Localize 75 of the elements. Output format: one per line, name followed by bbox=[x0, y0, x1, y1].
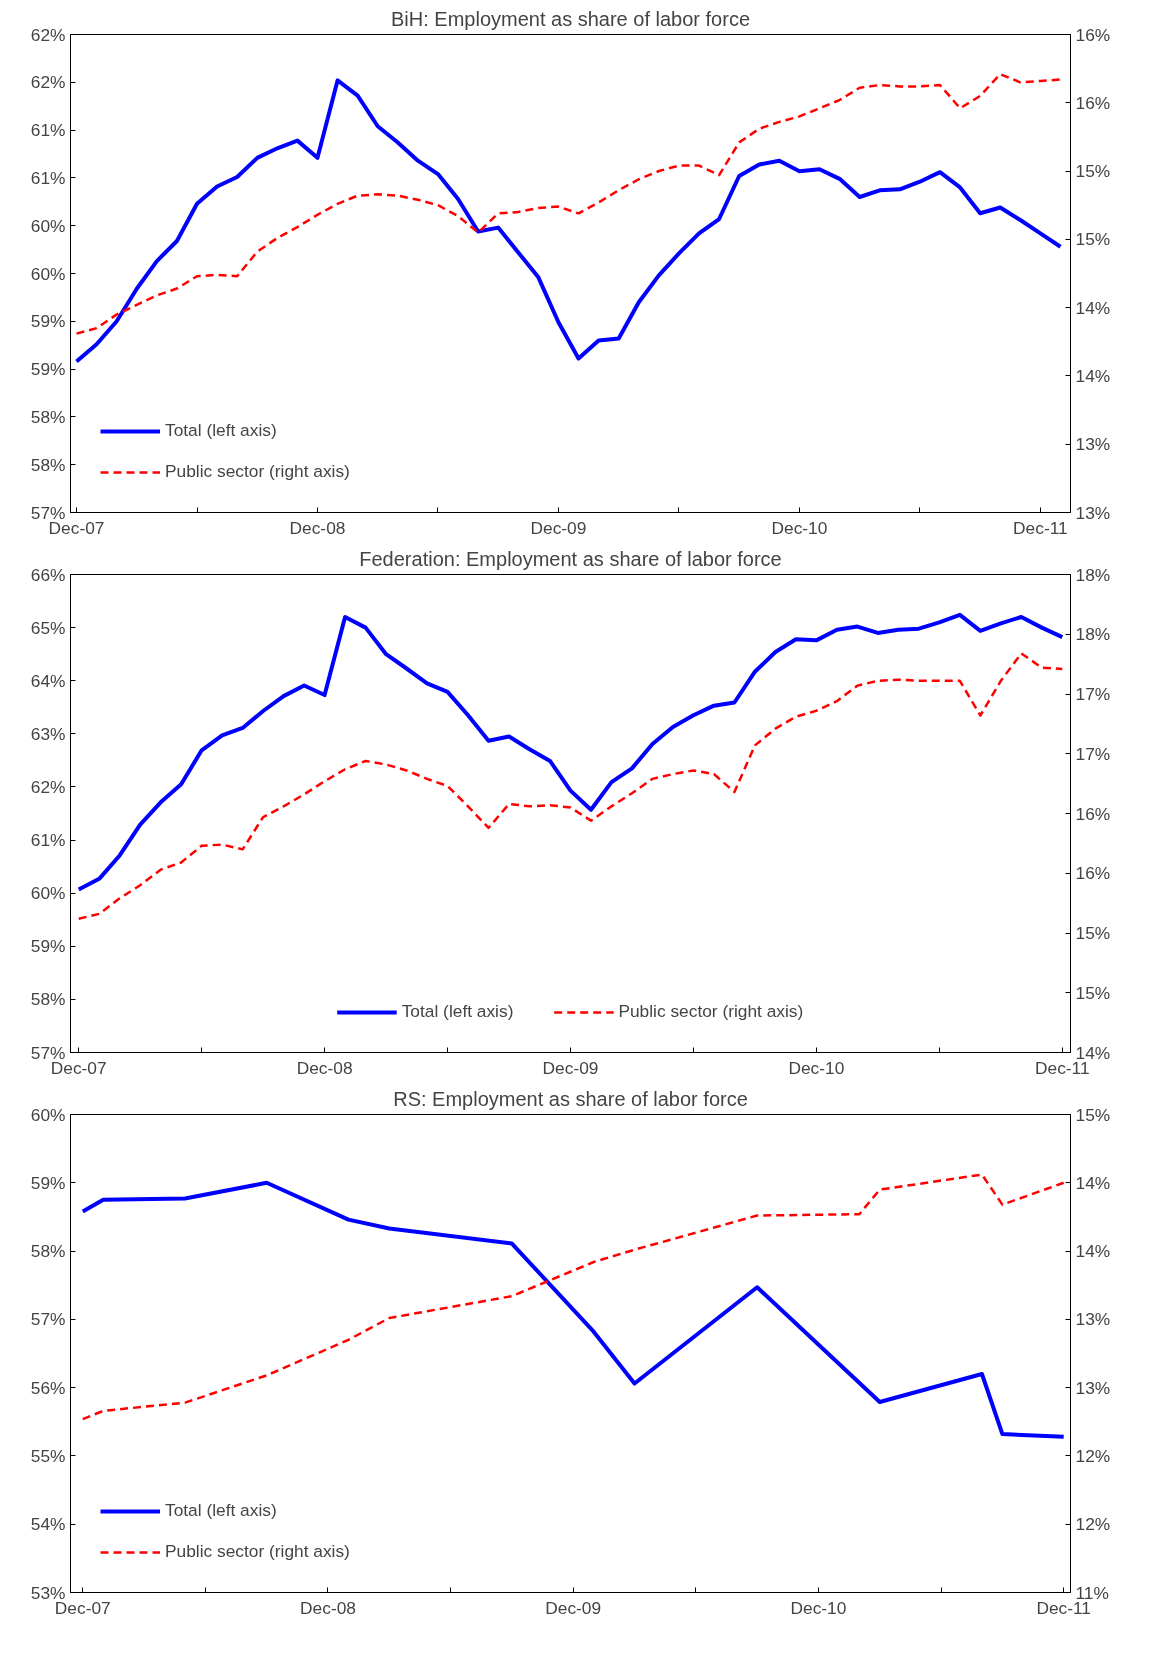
x-tick-label: Dec-09 bbox=[545, 1597, 602, 1618]
y-tick-label: 57% bbox=[30, 502, 66, 523]
y2-tick-label: 11% bbox=[1075, 1582, 1109, 1603]
x-tick-label: Dec-09 bbox=[530, 517, 587, 538]
y-tick-label: 61% bbox=[30, 167, 66, 188]
y-tick-label: 61% bbox=[30, 120, 66, 141]
y2-tick-label: 15% bbox=[1075, 161, 1111, 182]
y2-tick-label: 16% bbox=[1075, 24, 1111, 45]
y2-tick-label: 18% bbox=[1075, 564, 1111, 585]
y2-tick-label: 14% bbox=[1075, 1172, 1111, 1193]
y-tick-label: 59% bbox=[30, 1172, 66, 1193]
x-tick-label: Dec-08 bbox=[300, 1597, 356, 1618]
y2-tick-label: 15% bbox=[1075, 982, 1111, 1003]
x-tick-label: Dec-08 bbox=[296, 1057, 353, 1078]
y2-tick-label: 14% bbox=[1075, 297, 1111, 318]
y-tick-label: 59% bbox=[30, 311, 66, 332]
y-tick-label: 55% bbox=[30, 1445, 66, 1466]
y2-tick-label: 14% bbox=[1075, 1241, 1111, 1262]
y2-tick-label: 16% bbox=[1075, 92, 1111, 113]
y2-tick-label: 13% bbox=[1075, 1309, 1111, 1330]
y-tick-label: 60% bbox=[30, 215, 66, 236]
legend-label: Public sector (right axis) bbox=[618, 1001, 804, 1022]
y-tick-label: 54% bbox=[30, 1514, 66, 1535]
y2-tick-label: 13% bbox=[1075, 502, 1111, 523]
y-tick-label: 60% bbox=[30, 263, 66, 284]
line-series bbox=[77, 652, 1064, 920]
line-series bbox=[76, 612, 1065, 892]
y-tick-label: 63% bbox=[30, 723, 66, 744]
x-tick-label: Dec-10 bbox=[771, 517, 828, 538]
y-tick-label: 62% bbox=[30, 24, 66, 45]
chart-title: BiH: Employment as share of labor force bbox=[390, 7, 751, 30]
y-tick-label: 59% bbox=[30, 936, 66, 957]
x-tick-label: Dec-08 bbox=[289, 517, 346, 538]
y-tick-label: 59% bbox=[30, 359, 66, 380]
legend-label: Total (left axis) bbox=[165, 420, 277, 441]
y2-tick-label: 13% bbox=[1075, 1377, 1111, 1398]
chart-title: RS: Employment as share of labor force bbox=[393, 1087, 748, 1110]
y-tick-label: 53% bbox=[30, 1582, 66, 1603]
y-tick-label: 66% bbox=[30, 564, 66, 585]
y2-tick-label: 15% bbox=[1075, 1104, 1111, 1125]
chart-title: Federation: Employment as share of labor force bbox=[359, 547, 782, 570]
y2-tick-label: 16% bbox=[1075, 863, 1111, 884]
y-tick-label: 58% bbox=[30, 454, 66, 475]
y-tick-label: 57% bbox=[30, 1042, 66, 1063]
x-tick-label: Dec-09 bbox=[542, 1057, 599, 1078]
y2-tick-label: 17% bbox=[1075, 684, 1111, 704]
y-tick-label: 56% bbox=[30, 1377, 66, 1398]
legend-label: Total (left axis) bbox=[165, 1500, 277, 1521]
y-tick-label: 58% bbox=[30, 989, 66, 1010]
y2-tick-label: 17% bbox=[1075, 743, 1111, 764]
y-tick-label: 60% bbox=[30, 1104, 66, 1125]
y-tick-label: 60% bbox=[30, 883, 66, 904]
y-tick-label: 65% bbox=[30, 617, 66, 638]
y2-tick-label: 16% bbox=[1075, 803, 1111, 824]
y2-tick-label: 12% bbox=[1075, 1445, 1111, 1466]
x-tick-label: Dec-10 bbox=[788, 1057, 845, 1078]
y-tick-label: 62% bbox=[30, 776, 66, 797]
y2-tick-label: 18% bbox=[1075, 624, 1111, 645]
y-tick-label: 58% bbox=[30, 1241, 66, 1262]
y2-tick-label: 14% bbox=[1075, 1042, 1111, 1063]
y-tick-label: 58% bbox=[30, 406, 66, 427]
y2-tick-label: 15% bbox=[1075, 923, 1111, 943]
y2-tick-label: 12% bbox=[1075, 1514, 1111, 1535]
y-tick-label: 61% bbox=[30, 830, 66, 851]
y-tick-label: 57% bbox=[30, 1309, 66, 1330]
x-tick-label: Dec-11 bbox=[1013, 517, 1068, 538]
y2-tick-label: 15% bbox=[1075, 229, 1111, 250]
x-tick-label: Dec-10 bbox=[790, 1597, 847, 1618]
y2-tick-label: 14% bbox=[1075, 365, 1111, 386]
y-tick-label: 64% bbox=[30, 670, 66, 691]
y2-tick-label: 13% bbox=[1075, 434, 1111, 455]
legend-label: Total (left axis) bbox=[401, 1001, 514, 1022]
legend-label: Public sector (right axis) bbox=[165, 461, 350, 482]
legend-label: Public sector (right axis) bbox=[165, 1541, 350, 1562]
y-tick-label: 62% bbox=[30, 72, 66, 93]
